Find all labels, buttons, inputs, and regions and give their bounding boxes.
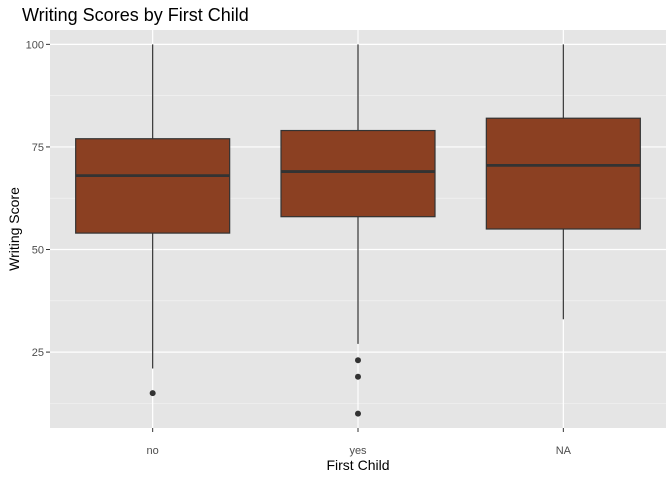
y-axis: 25 50 75 100: [26, 39, 50, 359]
box-no: [75, 44, 231, 397]
x-tick-label: no: [147, 445, 159, 457]
y-tick-label: 25: [32, 347, 44, 359]
box-body: [75, 138, 231, 234]
x-axis: no yes NA: [147, 428, 572, 457]
chart-title: Writing Scores by First Child: [22, 5, 249, 25]
y-tick-label: 100: [26, 39, 44, 51]
y-axis-title: Writing Score: [6, 187, 22, 271]
box-yes: [280, 44, 436, 417]
outlier-point: [355, 373, 361, 380]
y-tick-label: 50: [32, 245, 44, 257]
y-tick-label: 75: [32, 142, 44, 154]
outlier-point: [149, 390, 156, 397]
box-NA: [485, 44, 641, 320]
box-body: [485, 117, 641, 230]
outlier-point: [355, 410, 361, 417]
box-body: [280, 129, 436, 218]
x-tick-label: yes: [349, 445, 367, 457]
outlier-point: [355, 357, 361, 364]
x-axis-title: First Child: [326, 457, 389, 473]
box-series: [75, 44, 641, 417]
x-tick-label: NA: [556, 445, 572, 457]
